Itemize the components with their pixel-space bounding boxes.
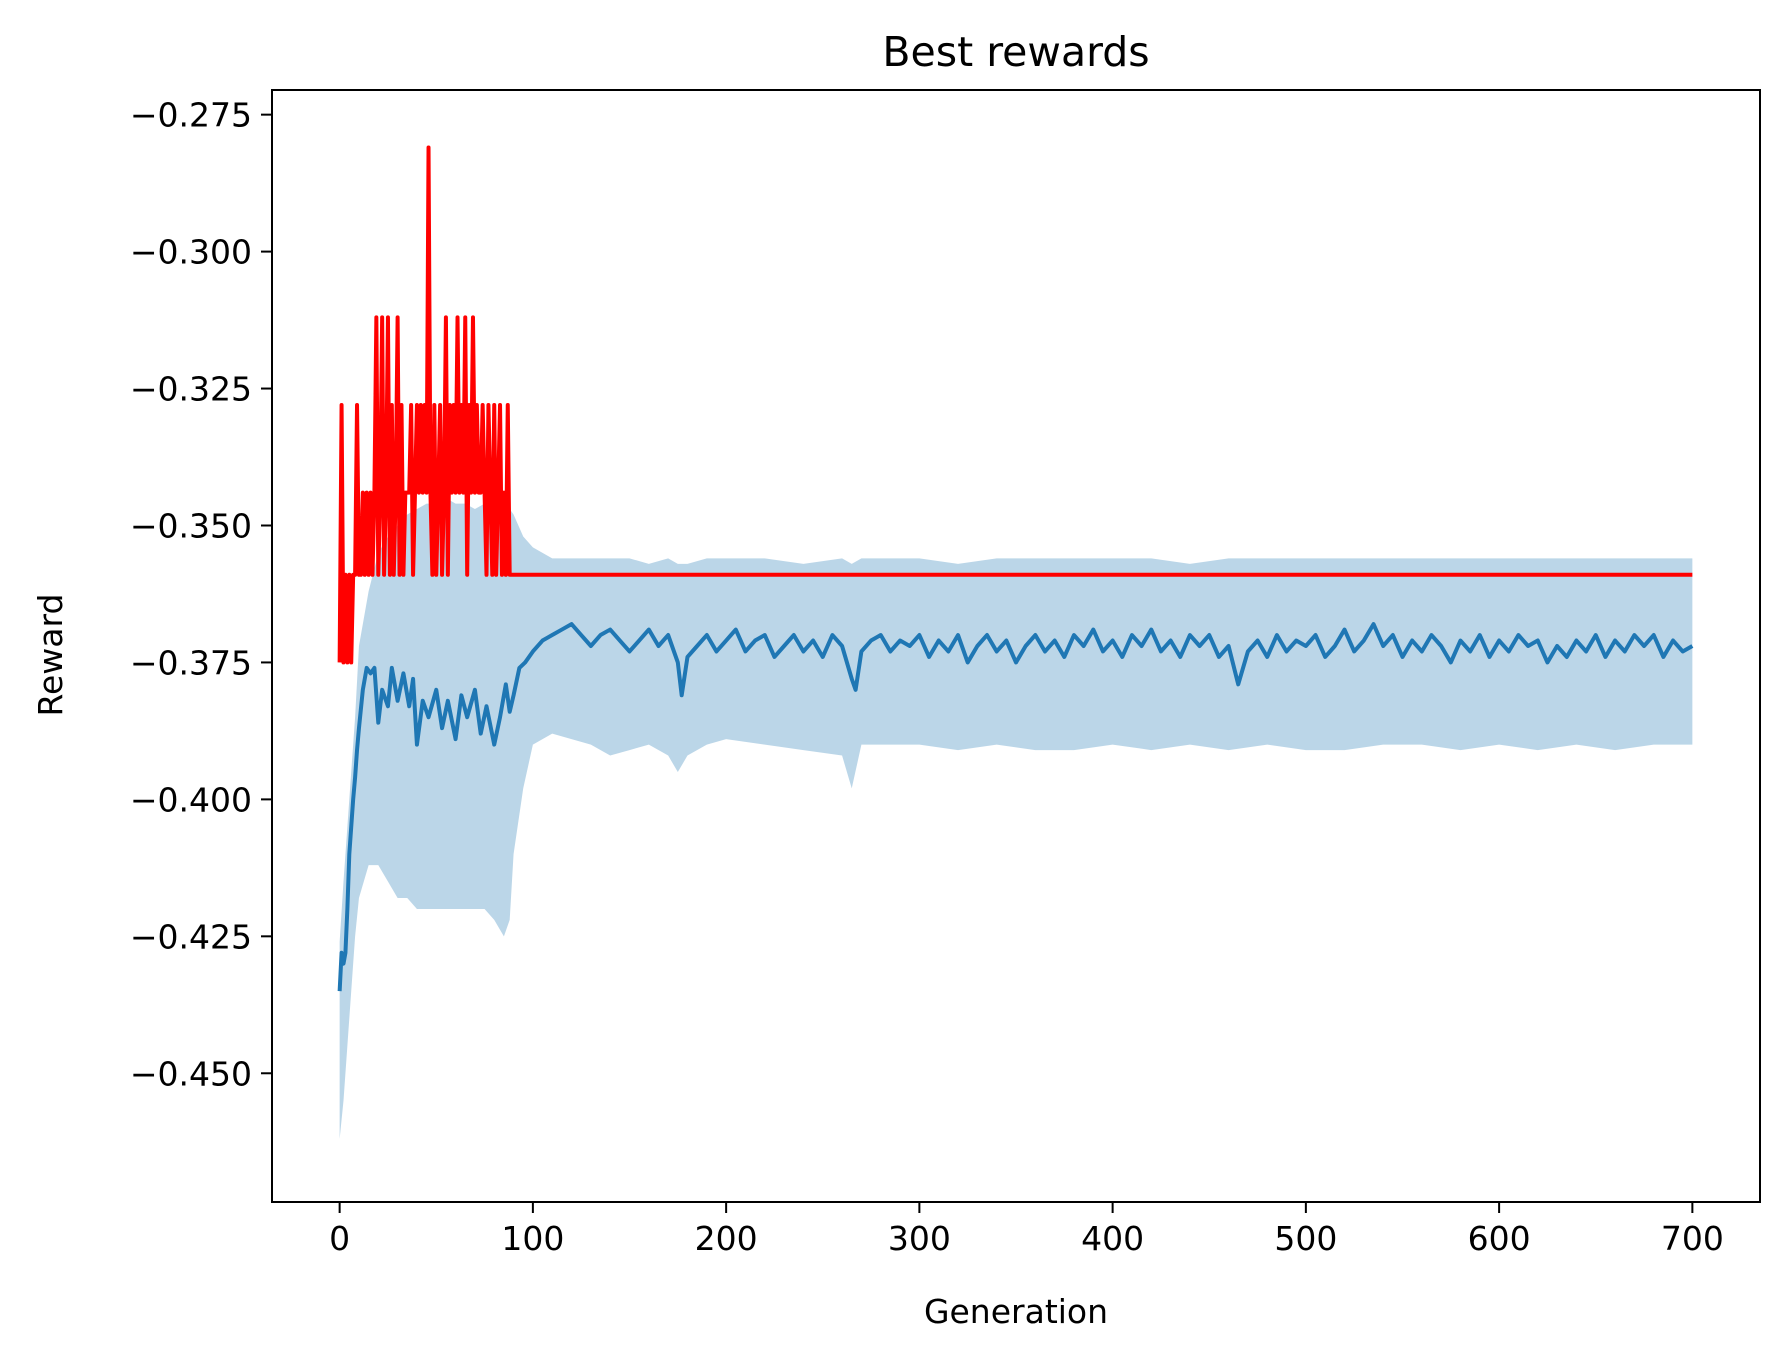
x-tick-label: 200 — [695, 1219, 758, 1258]
y-tick-label: −0.400 — [130, 780, 252, 819]
best-reward-line — [337, 145, 1693, 665]
x-tick-label: 400 — [1081, 1219, 1144, 1258]
x-tick-label: 100 — [501, 1219, 564, 1258]
plot-area — [337, 145, 1694, 1140]
x-tick-label: 600 — [1468, 1219, 1531, 1258]
x-tick-label: 500 — [1274, 1219, 1337, 1258]
chart-title: Best rewards — [882, 28, 1149, 76]
y-axis-label: Reward — [31, 594, 70, 717]
mean-reward-line — [337, 622, 1694, 992]
x-tick-label: 300 — [888, 1219, 951, 1258]
y-tick-label: −0.450 — [130, 1054, 252, 1093]
y-tick-label: −0.375 — [130, 643, 252, 682]
y-tick-label: −0.350 — [130, 506, 252, 545]
y-tick-label: −0.325 — [130, 370, 252, 409]
x-axis: 0 100 200 300 400 500 600 700 — [329, 1202, 1724, 1258]
x-tick-label: 0 — [329, 1219, 350, 1258]
x-axis-label: Generation — [924, 1292, 1108, 1331]
y-tick-label: −0.425 — [130, 917, 252, 956]
y-tick-label: −0.300 — [130, 233, 252, 272]
x-tick-label: 700 — [1661, 1219, 1724, 1258]
axes-frame — [271, 89, 1761, 1203]
y-tick-label: −0.275 — [130, 96, 252, 135]
y-axis: −0.275 −0.300 −0.325 −0.350 −0.375 −0.400 −0.4… — [130, 96, 272, 1093]
